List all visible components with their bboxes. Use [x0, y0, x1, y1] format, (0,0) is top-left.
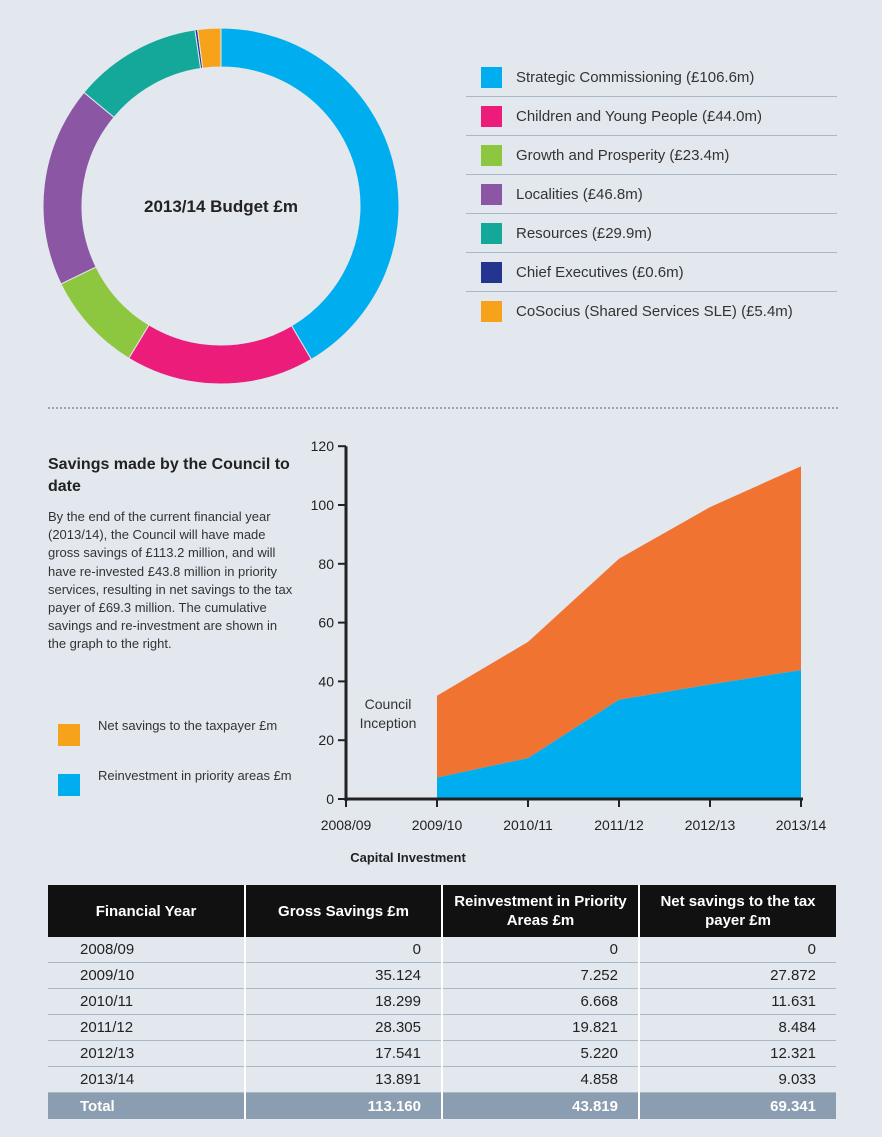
- savings-table: Financial Year Gross Savings £m Reinvest…: [48, 885, 836, 1119]
- table-cell: 8.484: [638, 1014, 836, 1041]
- legend-item: Chief Executives (£0.6m): [466, 253, 837, 292]
- savings-text-block: Savings made by the Council to date By t…: [48, 454, 296, 654]
- table-total-cell: 113.160: [244, 1092, 442, 1119]
- table-cell: 2013/14: [48, 1066, 245, 1093]
- table-cell: 28.305: [244, 1014, 442, 1041]
- y-tick-label: 120: [311, 438, 335, 454]
- legend-swatch: [481, 66, 502, 88]
- table-cell: 2011/12: [48, 1014, 245, 1041]
- table-cell: 6.668: [441, 988, 639, 1015]
- x-tick-label: 2013/14: [776, 817, 827, 833]
- donut-center-label: 2013/14 Budget £m: [143, 197, 298, 216]
- table-cell: 0: [441, 937, 639, 963]
- table-cell: 9.033: [638, 1066, 836, 1093]
- legend-item: CoSocius (Shared Services SLE) (£5.4m): [466, 292, 837, 331]
- section-divider: [48, 407, 838, 409]
- table-cell: 35.124: [244, 962, 442, 989]
- legend-swatch: [481, 105, 502, 127]
- area-legend-swatch: [58, 724, 80, 746]
- table-cell: 4.858: [441, 1066, 639, 1093]
- area-series-reinvestment: [437, 670, 801, 799]
- table-row: 2012/13 17.541 5.220 12.321: [48, 1040, 836, 1067]
- table-total-cell: 43.819: [441, 1092, 639, 1119]
- donut-slice: [196, 28, 222, 69]
- table-cell: 2009/10: [48, 962, 245, 989]
- donut-svg: [42, 28, 400, 385]
- table-header: Gross Savings £m: [244, 885, 442, 937]
- y-tick-label: 20: [318, 732, 334, 748]
- y-tick-label: 100: [311, 497, 335, 513]
- table-header: Financial Year: [48, 885, 245, 937]
- table-cell: 2008/09: [48, 937, 245, 963]
- budget-donut-chart: 2013/14 Budget £m: [40, 28, 402, 386]
- x-tick-label: 2011/12: [594, 817, 644, 833]
- x-tick-label: 2009/10: [412, 817, 463, 833]
- legend-label: Localities (£46.8m): [516, 185, 643, 203]
- donut-slice: [220, 28, 400, 361]
- savings-heading: Savings made by the Council to date: [48, 456, 290, 495]
- area-legend-label: Net savings to the taxpayer £m: [98, 718, 278, 733]
- legend-item: Resources (£29.9m): [466, 214, 837, 253]
- budget-legend: Strategic Commissioning (£106.6m) Childr…: [466, 58, 837, 331]
- table-cell: 11.631: [638, 988, 836, 1015]
- table-cell: 17.541: [244, 1040, 442, 1067]
- table-total-cell: 69.341: [638, 1092, 836, 1119]
- x-tick-label: 2012/13: [685, 817, 736, 833]
- savings-area-chart: 0 20 40 60 80 100 120 2008/09 2009/10 2010/11 2011…: [311, 438, 827, 865]
- table-row: 2011/12 28.305 19.821 8.484: [48, 1014, 836, 1041]
- savings-body: By the end of the current financial year…: [48, 509, 293, 652]
- table-row: 2010/11 18.299 6.668 11.631: [48, 988, 836, 1015]
- table-cell: 13.891: [244, 1066, 442, 1093]
- table-header-row: Financial Year Gross Savings £m Reinvest…: [48, 885, 836, 937]
- legend-label: CoSocius (Shared Services SLE) (£5.4m): [516, 303, 793, 320]
- area-legend-label: Reinvestment in priority areas £m: [98, 768, 292, 783]
- area-legend-item: Reinvestment in priority areas £m: [58, 766, 298, 796]
- x-tick-label: 2008/09: [321, 817, 372, 833]
- area-legend-swatch: [58, 774, 80, 796]
- table-cell: 12.321: [638, 1040, 836, 1067]
- table-header: Net savings to the tax payer £m: [638, 885, 836, 937]
- legend-label: Growth and Prosperity (£23.4m): [516, 146, 730, 164]
- area-chart-legend: Net savings to the taxpayer £m Reinvestm…: [58, 716, 298, 816]
- legend-swatch: [481, 144, 502, 166]
- y-tick-label: 0: [326, 791, 334, 807]
- area-series-net-savings: [437, 466, 801, 778]
- y-tick-label: 60: [318, 615, 334, 631]
- legend-label: Chief Executives (£0.6m): [516, 263, 684, 281]
- legend-item: Children and Young People (£44.0m): [466, 97, 837, 136]
- table-row: 2009/10 35.124 7.252 27.872: [48, 962, 836, 989]
- legend-item: Localities (£46.8m): [466, 175, 837, 214]
- y-tick-label: 40: [318, 673, 334, 689]
- y-tick-label: 80: [318, 556, 334, 572]
- table-header: Reinvestment in Priority Areas £m: [441, 885, 639, 937]
- legend-swatch: [481, 183, 502, 205]
- legend-item: Strategic Commissioning (£106.6m): [466, 58, 837, 97]
- table-row: 2013/14 13.891 4.858 9.033: [48, 1066, 836, 1093]
- table-cell: 0: [638, 937, 836, 963]
- legend-swatch: [481, 261, 502, 283]
- table-cell: 2012/13: [48, 1040, 245, 1067]
- table-cell: 0: [244, 937, 442, 963]
- table-cell: 7.252: [441, 962, 639, 989]
- legend-label: Children and Young People (£44.0m): [516, 107, 763, 125]
- table-total-row: Total 113.160 43.819 69.341: [48, 1092, 836, 1119]
- table-cell: 5.220: [441, 1040, 639, 1067]
- table-row: 2008/09 0 0 0: [48, 937, 836, 963]
- legend-swatch: [481, 222, 502, 244]
- savings-data-table: Financial Year Gross Savings £m Reinvest…: [48, 885, 836, 1119]
- council-inception-annotation: Council Inception: [360, 696, 417, 731]
- table-cell: 18.299: [244, 988, 442, 1015]
- legend-item: Growth and Prosperity (£23.4m): [466, 136, 837, 175]
- x-tick-label: 2010/11: [503, 817, 553, 833]
- table-cell: 19.821: [441, 1014, 639, 1041]
- table-cell: 27.872: [638, 962, 836, 989]
- area-legend-item: Net savings to the taxpayer £m: [58, 716, 298, 746]
- chart-caption: Capital Investment: [350, 850, 466, 865]
- table-total-cell: Total: [48, 1092, 245, 1119]
- legend-label: Resources (£29.9m): [516, 224, 652, 242]
- table-cell: 2010/11: [48, 988, 245, 1015]
- legend-label: Strategic Commissioning (£106.6m): [516, 68, 755, 86]
- legend-swatch: [481, 301, 502, 322]
